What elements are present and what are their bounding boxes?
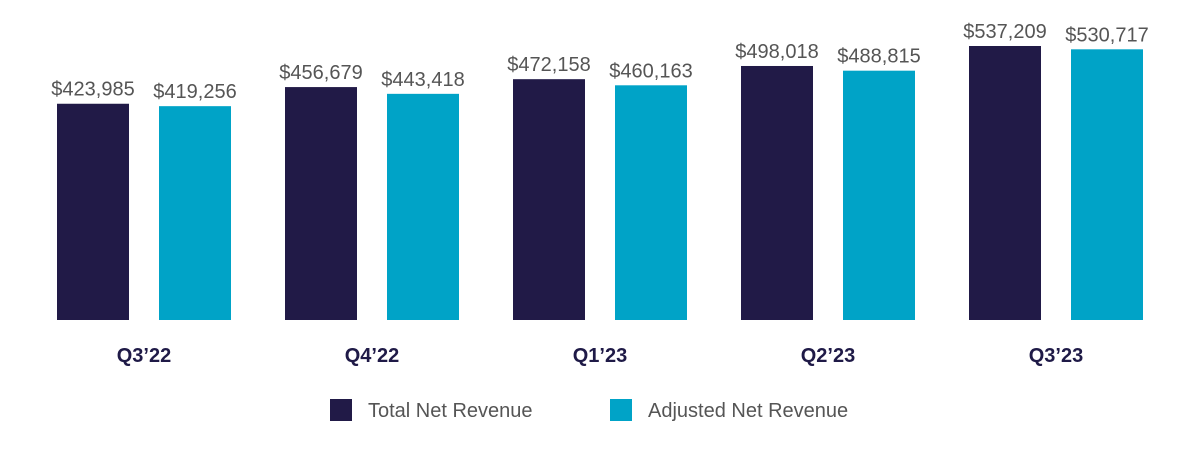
bar-adjusted-3 bbox=[843, 70, 915, 321]
value-labels-layer: $423,985 $419,256 $456,679 $443,418 $472,158… bbox=[51, 21, 1148, 103]
legend-label-total: Total Net Revenue bbox=[368, 400, 533, 422]
value-label-adjusted-2: $460,163 bbox=[609, 60, 692, 82]
value-label-total-4: $537,209 bbox=[963, 21, 1046, 43]
bar-total-2 bbox=[513, 79, 585, 320]
bar-adjusted-2 bbox=[615, 85, 687, 320]
category-label-3: Q2’23 bbox=[801, 345, 855, 367]
value-label-total-0: $423,985 bbox=[51, 79, 134, 101]
value-label-total-2: $472,158 bbox=[507, 54, 590, 76]
bar-adjusted-4 bbox=[1071, 49, 1143, 320]
bar-total-3 bbox=[741, 65, 813, 320]
bar-adjusted-0 bbox=[159, 106, 231, 321]
value-label-adjusted-4: $530,717 bbox=[1065, 24, 1148, 46]
legend: Total Net Revenue Adjusted Net Revenue bbox=[330, 399, 848, 422]
legend-swatch-adjusted bbox=[610, 399, 632, 421]
category-label-4: Q3’23 bbox=[1029, 345, 1083, 367]
value-label-total-1: $456,679 bbox=[279, 62, 362, 84]
category-label-0: Q3’22 bbox=[117, 345, 171, 367]
category-labels-layer: Q3’22 Q4’22 Q1’23 Q2’23 Q3’23 bbox=[117, 345, 1083, 367]
legend-label-adjusted: Adjusted Net Revenue bbox=[648, 400, 848, 422]
value-label-adjusted-1: $443,418 bbox=[381, 69, 464, 91]
legend-swatch-total bbox=[330, 399, 352, 421]
bar-adjusted-1 bbox=[387, 93, 459, 320]
value-label-total-3: $498,018 bbox=[735, 41, 818, 63]
value-label-adjusted-3: $488,815 bbox=[837, 46, 920, 68]
bar-total-4 bbox=[969, 46, 1041, 320]
bar-total-0 bbox=[57, 103, 129, 320]
bar-total-1 bbox=[285, 87, 357, 320]
category-label-1: Q4’22 bbox=[345, 345, 399, 367]
category-label-2: Q1’23 bbox=[573, 345, 627, 367]
bars-layer bbox=[57, 46, 1143, 321]
value-label-adjusted-0: $419,256 bbox=[153, 81, 236, 103]
